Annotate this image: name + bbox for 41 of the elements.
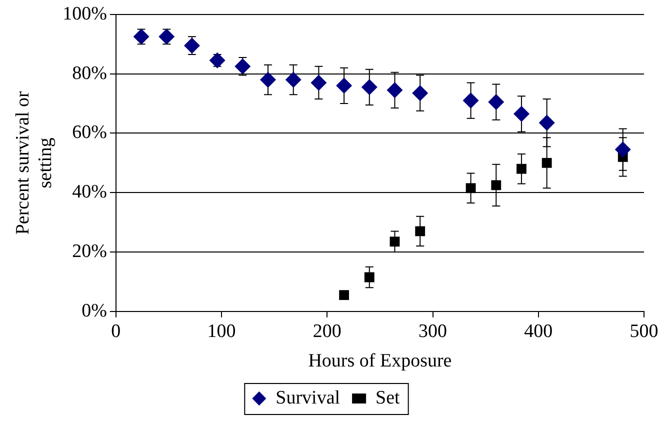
x-tick-label: 300	[418, 320, 448, 342]
y-tick-label: 60%	[72, 122, 108, 144]
point	[516, 164, 526, 174]
y-tick-label: 80%	[72, 62, 108, 84]
point	[513, 106, 530, 122]
x-tick-label: 200	[312, 320, 342, 342]
point	[415, 226, 426, 236]
point	[336, 78, 352, 94]
point	[614, 142, 631, 158]
point	[234, 58, 251, 74]
point	[209, 52, 226, 68]
x-tick-label: 0	[111, 320, 121, 342]
point	[542, 158, 552, 168]
point	[339, 290, 350, 300]
point	[184, 38, 200, 54]
legend-label: Set	[376, 387, 401, 408]
point	[412, 85, 428, 102]
x-tick-label: 100	[207, 320, 236, 342]
point	[310, 74, 327, 91]
point	[466, 183, 476, 194]
point	[158, 28, 175, 45]
point	[133, 28, 150, 45]
y-axis-title: Percent survival or setting	[12, 90, 56, 235]
x-tick-label: 500	[630, 320, 658, 342]
point	[260, 72, 276, 88]
y-tick-label: 100%	[62, 3, 108, 24]
legend-label: Survival	[276, 387, 340, 408]
y-tick-label: 20%	[72, 240, 108, 262]
x-tick-label: 400	[524, 320, 553, 342]
y-tick-label: 0%	[82, 300, 108, 322]
point	[285, 72, 302, 88]
point	[491, 180, 502, 190]
point	[364, 272, 374, 282]
point	[390, 236, 400, 247]
point	[386, 82, 403, 98]
y-tick-label: 40%	[72, 182, 108, 203]
point	[488, 94, 504, 110]
point	[462, 92, 479, 109]
point	[538, 114, 555, 131]
point	[361, 79, 378, 96]
x-axis-title: Hours of Exposure	[308, 350, 452, 372]
